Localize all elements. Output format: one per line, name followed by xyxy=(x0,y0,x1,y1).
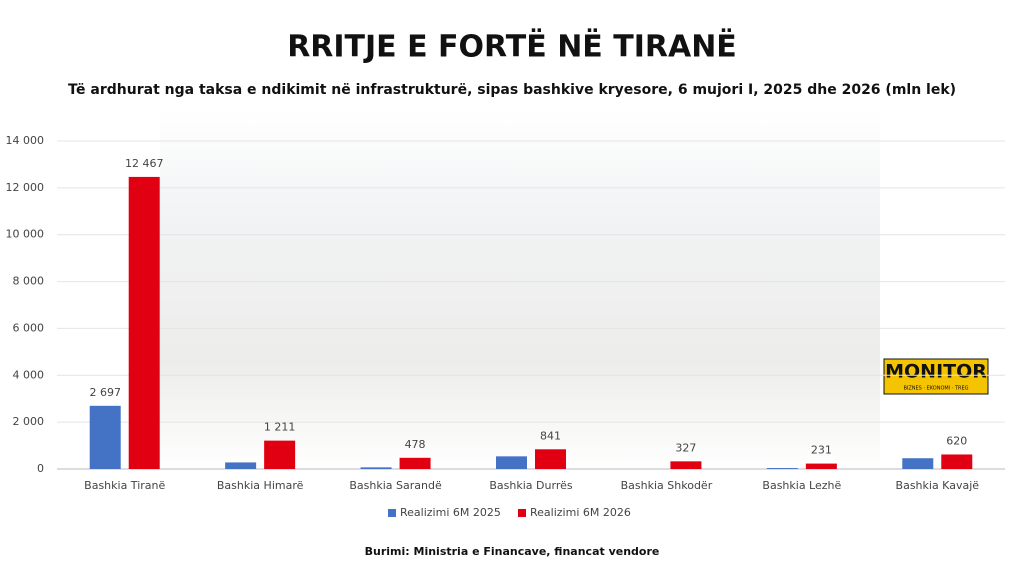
x-tick-label: Bashkia Durrës xyxy=(489,479,572,492)
chart-title: RRITJE E FORTË NË TIRANË xyxy=(287,29,737,65)
bar xyxy=(496,456,527,469)
chart-subtitle: Të ardhurat nga taksa e ndikimit në infr… xyxy=(68,82,956,98)
y-tick-label: 10 000 xyxy=(6,228,45,241)
data-label: 2 697 xyxy=(89,386,121,399)
data-label: 327 xyxy=(675,441,696,454)
legend-label: Realizimi 6M 2025 xyxy=(400,506,501,519)
background-image xyxy=(160,110,880,470)
x-tick-label: Bashkia Himarë xyxy=(217,479,304,492)
y-tick-label: 6 000 xyxy=(13,321,45,334)
logo-box xyxy=(883,358,989,395)
logo-tagline: BIZNES · EKONOMI · TREG xyxy=(903,386,968,392)
x-tick-label: Bashkia Sarandë xyxy=(349,479,442,492)
legend-swatch xyxy=(388,509,396,517)
y-tick-label: 4 000 xyxy=(13,368,45,381)
data-label: 1 211 xyxy=(264,421,296,434)
y-tick-label: 14 000 xyxy=(6,134,45,147)
y-tick-label: 8 000 xyxy=(13,275,45,288)
y-tick-label: 0 xyxy=(37,462,44,475)
source: Burimi: Ministria e Financave, financat … xyxy=(365,545,660,558)
bar xyxy=(535,449,566,469)
data-label: 231 xyxy=(811,444,832,457)
legend-label: Realizimi 6M 2026 xyxy=(530,506,631,519)
bar xyxy=(360,467,392,469)
bar xyxy=(264,440,296,469)
y-tick-label: 12 000 xyxy=(6,181,45,194)
bar xyxy=(89,405,121,469)
bar xyxy=(941,454,973,469)
y-tick-label: 2 000 xyxy=(13,415,45,428)
bar xyxy=(399,457,431,469)
data-label: 12 467 xyxy=(125,157,164,170)
bar xyxy=(805,463,837,469)
x-tick-label: Bashkia Kavajë xyxy=(896,479,980,492)
bar xyxy=(766,468,798,469)
data-label: 841 xyxy=(540,429,561,442)
data-label: 478 xyxy=(405,438,426,451)
x-tick-label: Bashkia Tiranë xyxy=(84,479,165,492)
bar xyxy=(902,458,934,469)
bar xyxy=(670,461,702,469)
bar xyxy=(225,462,257,469)
data-label: 620 xyxy=(946,434,967,447)
bar xyxy=(128,176,160,469)
x-tick-label: Bashkia Lezhë xyxy=(762,479,841,492)
logo: MONITOR xyxy=(885,361,987,383)
legend-swatch xyxy=(518,509,526,517)
x-tick-label: Bashkia Shkodër xyxy=(621,479,713,492)
